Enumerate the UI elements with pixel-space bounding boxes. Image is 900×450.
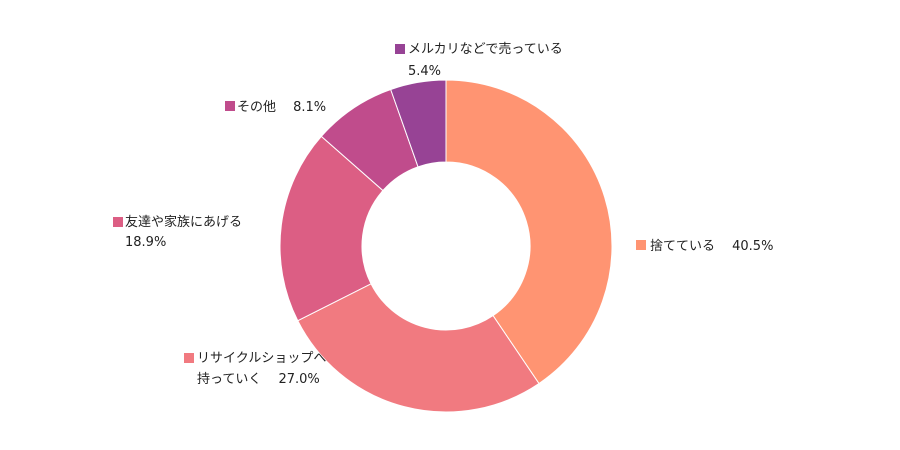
slice-label-line: 5.4%: [408, 64, 441, 79]
donut-slice-2: [279, 135, 384, 322]
slice-label-2: 友達や家族にあげる 18.9%: [113, 214, 242, 250]
slice-label-line: リサイクルショップへ: [197, 351, 326, 366]
donut-slices: [279, 79, 613, 413]
slice-label-line: 18.9%: [125, 235, 166, 250]
slice-label-line: 捨てている 40.5%: [650, 238, 773, 254]
legend-swatch-1: [184, 353, 194, 363]
legend-swatch-0: [636, 240, 646, 250]
slice-label-line: メルカリなどで売っている: [408, 41, 563, 57]
slice-label-0: 捨てている 40.5%: [636, 238, 773, 254]
slice-label-line: その他 8.1%: [237, 100, 326, 115]
slice-label-4: メルカリなどで売っている 5.4%: [395, 41, 563, 79]
donut-slice-0: [445, 79, 613, 385]
legend-swatch-3: [225, 101, 235, 111]
slice-label-line: 友達や家族にあげる: [125, 214, 242, 230]
slice-label-line: 持っていく 27.0%: [197, 372, 320, 387]
donut-slice-4: [390, 79, 447, 168]
legend-swatch-2: [113, 217, 123, 227]
donut-slice-1: [297, 283, 540, 413]
legend-swatch-4: [395, 44, 405, 54]
slice-label-3: その他 8.1%: [225, 100, 326, 115]
